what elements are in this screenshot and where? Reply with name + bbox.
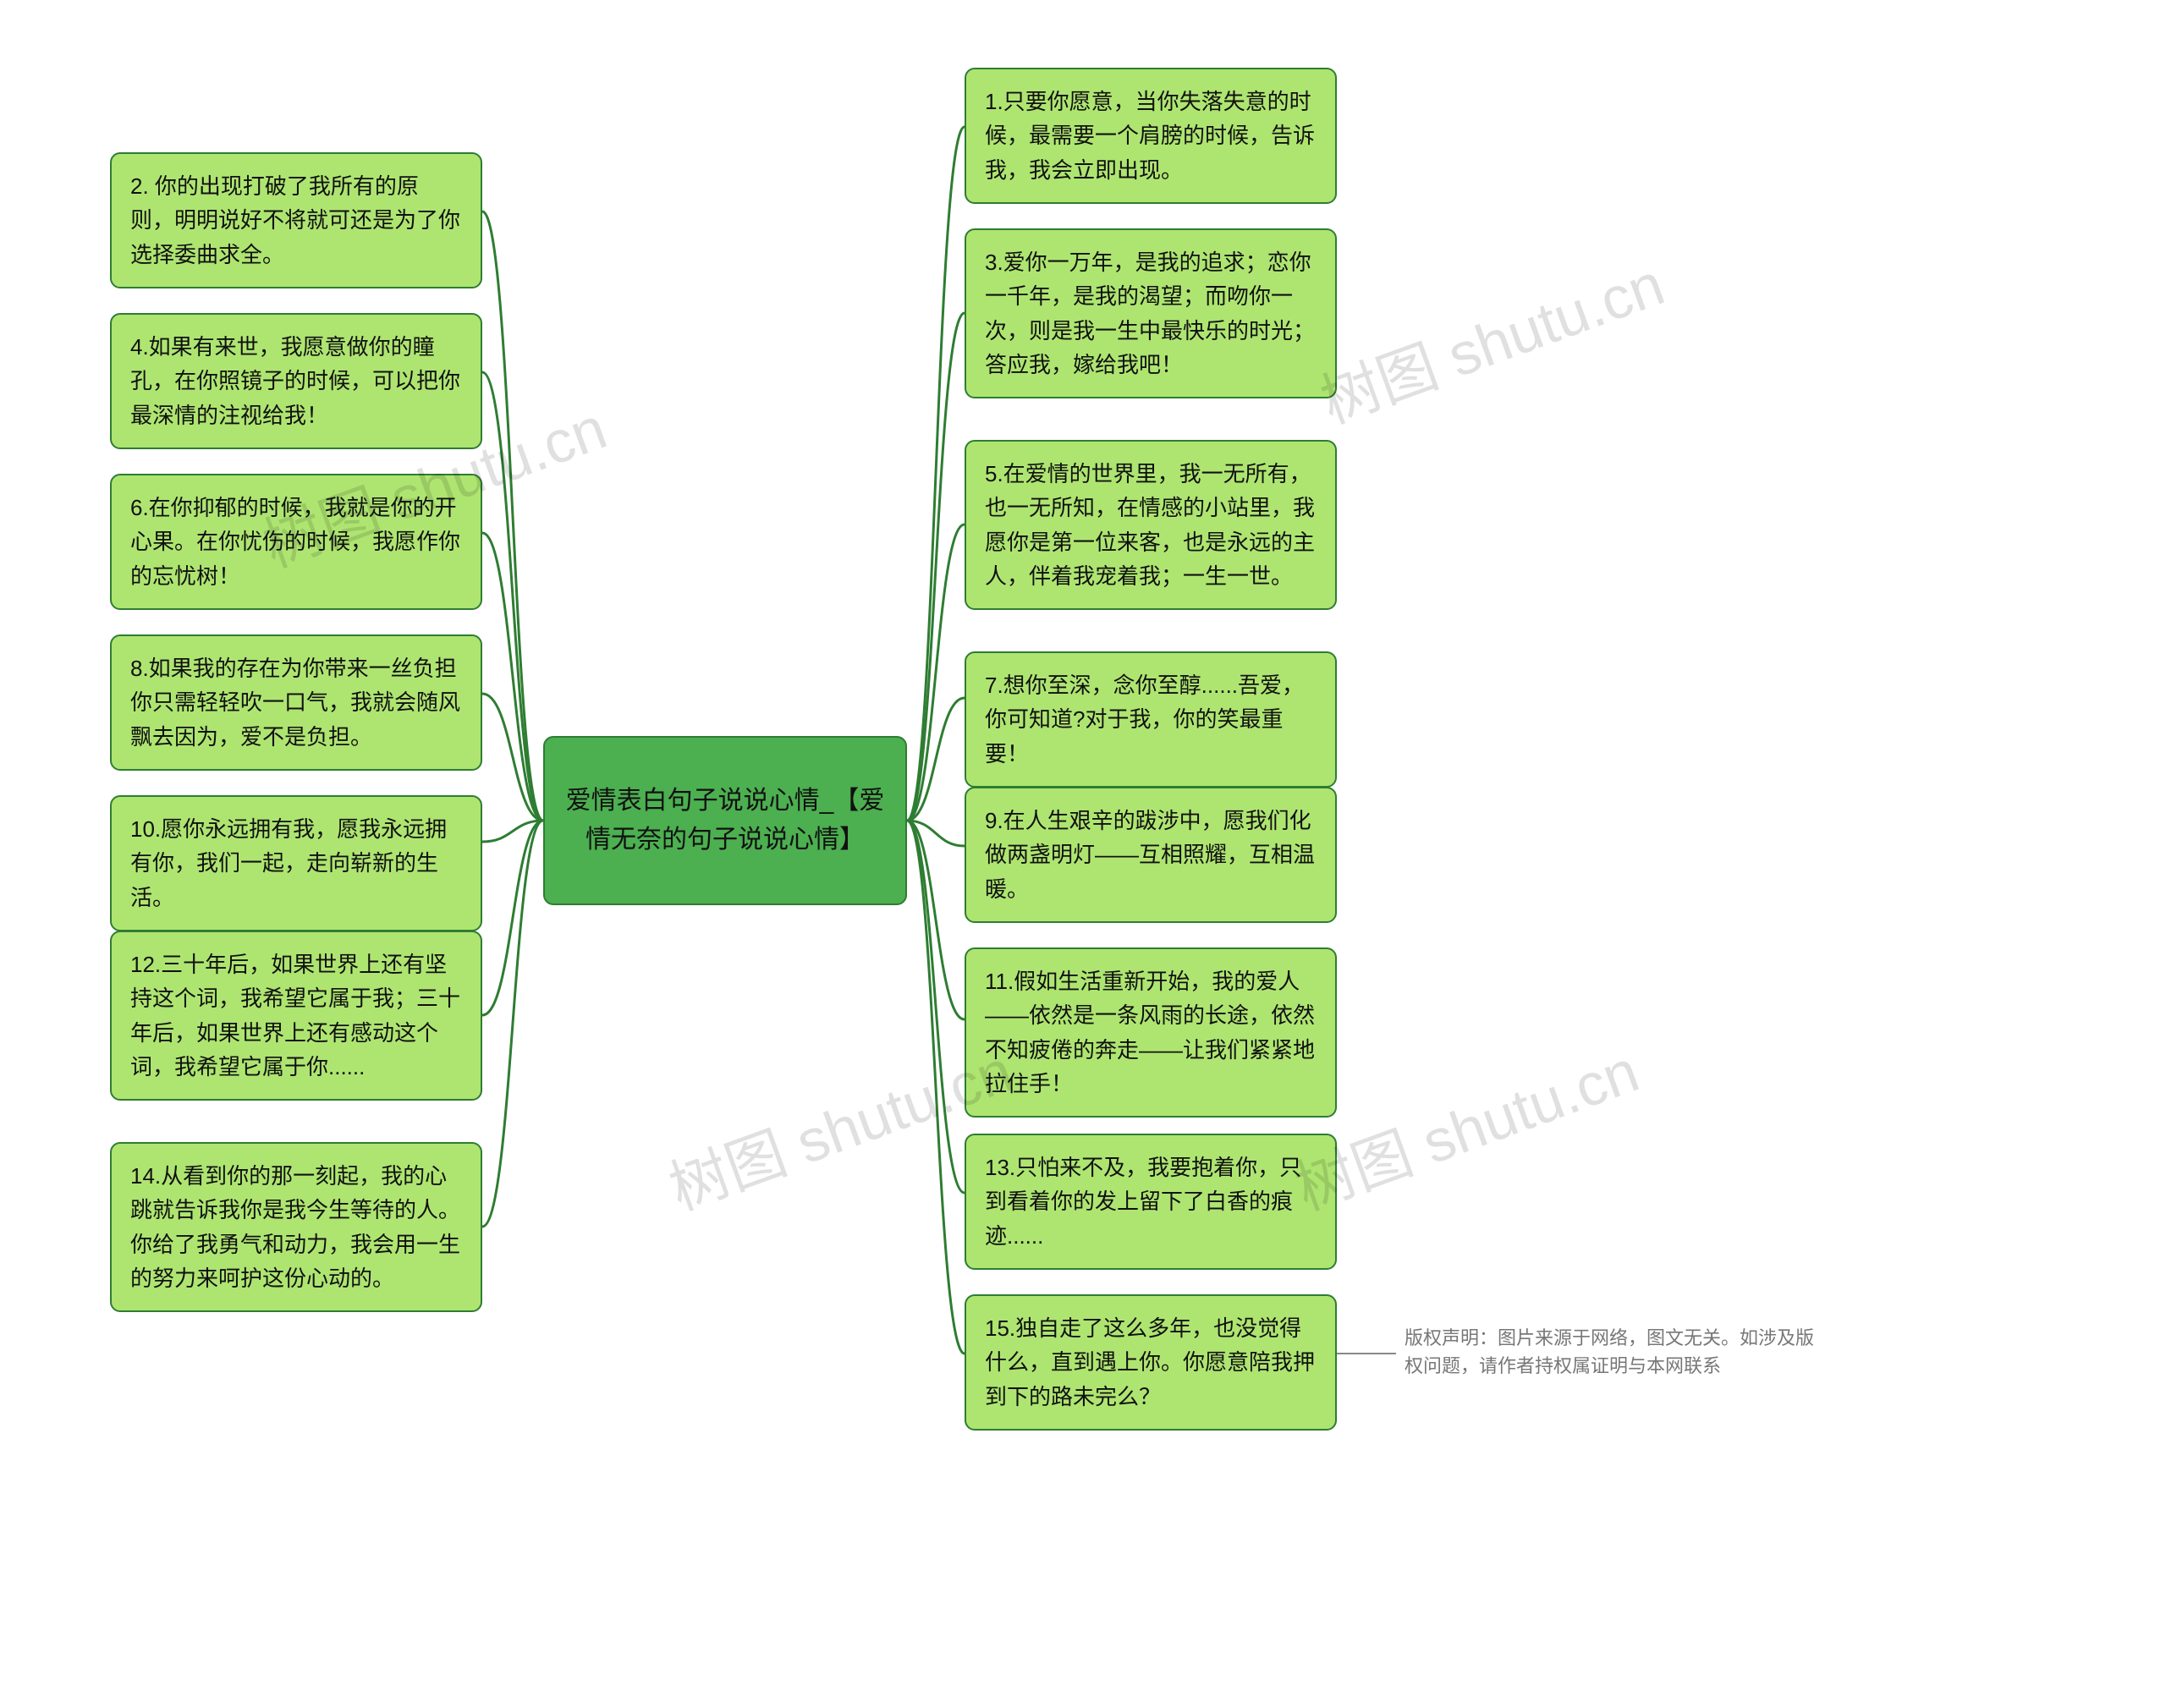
- mindmap-node-n3: 3.爱你一万年，是我的追求；恋你一千年，是我的渴望；而吻你一次，则是我一生中最快…: [965, 228, 1337, 398]
- copyright-note: 版权声明：图片来源于网络，图文无关。如涉及版权问题，请作者持权属证明与本网联系: [1405, 1324, 1828, 1380]
- mindmap-root: 爱情表白句子说说心情_【爱情无奈的句子说说心情】: [543, 736, 907, 905]
- mindmap-edge: [907, 698, 965, 821]
- mindmap-edge: [907, 821, 965, 846]
- mindmap-edge: [482, 211, 543, 821]
- mindmap-node-label: 10.愿你永远拥有我，愿我永远拥有你，我们一起，走向崭新的生活。: [130, 816, 447, 910]
- mindmap-node-label: 1.只要你愿意，当你失落失意的时候，最需要一个肩膀的时候，告诉我，我会立即出现。: [985, 89, 1315, 183]
- mindmap-edge: [907, 821, 965, 1193]
- mindmap-node-n13: 13.只怕来不及，我要抱着你，只到看着你的发上留下了白香的痕迹......: [965, 1134, 1337, 1270]
- mindmap-node-n9: 9.在人生艰辛的跋涉中，愿我们化做两盏明灯——互相照耀，互相温暖。: [965, 787, 1337, 923]
- mindmap-node-n5: 5.在爱情的世界里，我一无所有，也一无所知，在情感的小站里，我愿你是第一位来客，…: [965, 440, 1337, 610]
- mindmap-edge: [482, 694, 543, 821]
- mindmap-node-n6: 6.在你抑郁的时候，我就是你的开心果。在你忧伤的时候，我愿作你的忘忧树！: [110, 474, 482, 610]
- mindmap-node-label: 14.从看到你的那一刻起，我的心跳就告诉我你是我今生等待的人。你给了我勇气和动力…: [130, 1163, 460, 1291]
- mindmap-node-label: 9.在人生艰辛的跋涉中，愿我们化做两盏明灯——互相照耀，互相温暖。: [985, 808, 1315, 902]
- mindmap-edge: [907, 821, 965, 1354]
- mindmap-node-label: 4.如果有来世，我愿意做你的瞳孔，在你照镜子的时候，可以把你最深情的注视给我！: [130, 334, 460, 428]
- mindmap-edge: [907, 821, 965, 1019]
- mindmap-node-n12: 12.三十年后，如果世界上还有坚持这个词，我希望它属于我；三十年后，如果世界上还…: [110, 931, 482, 1101]
- mindmap-node-n11: 11.假如生活重新开始，我的爱人——依然是一条风雨的长途，依然不知疲倦的奔走——…: [965, 947, 1337, 1118]
- mindmap-edge: [482, 821, 543, 1227]
- watermark: 树图 shutu.cn: [1308, 238, 1674, 441]
- mindmap-node-n2: 2. 你的出现打破了我所有的原则，明明说好不将就可还是为了你选择委曲求全。: [110, 152, 482, 288]
- mindmap-node-n10: 10.愿你永远拥有我，愿我永远拥有你，我们一起，走向崭新的生活。: [110, 795, 482, 931]
- mindmap-node-label: 7.想你至深，念你至醇......吾爱，你可知道?对于我，你的笑最重要！: [985, 673, 1304, 766]
- mindmap-node-label: 3.爱你一万年，是我的追求；恋你一千年，是我的渴望；而吻你一次，则是我一生中最快…: [985, 250, 1315, 377]
- mindmap-node-label: 8.如果我的存在为你带来一丝负担你只需轻轻吹一口气，我就会随风飘去因为，爱不是负…: [130, 656, 460, 750]
- mindmap-node-label: 11.假如生活重新开始，我的爱人——依然是一条风雨的长途，依然不知疲倦的奔走——…: [985, 969, 1315, 1096]
- mindmap-edge: [482, 821, 543, 842]
- mindmap-node-label: 5.在爱情的世界里，我一无所有，也一无所知，在情感的小站里，我愿你是第一位来客，…: [985, 461, 1315, 589]
- mindmap-node-label: 6.在你抑郁的时候，我就是你的开心果。在你忧伤的时候，我愿作你的忘忧树！: [130, 495, 460, 589]
- mindmap-node-n15: 15.独自走了这么多年，也没觉得什么，直到遇上你。你愿意陪我押到下的路未完么？: [965, 1294, 1337, 1431]
- watermark: 树图 shutu.cn: [1283, 1024, 1649, 1227]
- mindmap-node-label: 2. 你的出现打破了我所有的原则，明明说好不将就可还是为了你选择委曲求全。: [130, 173, 460, 267]
- mindmap-edge: [907, 524, 965, 821]
- mindmap-edge: [482, 821, 543, 1015]
- mindmap-node-n7: 7.想你至深，念你至醇......吾爱，你可知道?对于我，你的笑最重要！: [965, 651, 1337, 788]
- mindmap-node-n14: 14.从看到你的那一刻起，我的心跳就告诉我你是我今生等待的人。你给了我勇气和动力…: [110, 1142, 482, 1312]
- mindmap-node-label: 12.三十年后，如果世界上还有坚持这个词，我希望它属于我；三十年后，如果世界上还…: [130, 952, 460, 1079]
- copyright-text: 版权声明：图片来源于网络，图文无关。如涉及版权问题，请作者持权属证明与本网联系: [1405, 1327, 1814, 1376]
- mindmap-edge: [907, 127, 965, 821]
- mindmap-node-label: 15.独自走了这么多年，也没觉得什么，直到遇上你。你愿意陪我押到下的路未完么？: [985, 1315, 1315, 1409]
- mindmap-edge: [482, 372, 543, 821]
- mindmap-node-n8: 8.如果我的存在为你带来一丝负担你只需轻轻吹一口气，我就会随风飘去因为，爱不是负…: [110, 634, 482, 771]
- mindmap-node-label: 13.只怕来不及，我要抱着你，只到看着你的发上留下了白香的痕迹......: [985, 1155, 1301, 1249]
- mindmap-edge: [482, 533, 543, 821]
- mindmap-node-n4: 4.如果有来世，我愿意做你的瞳孔，在你照镜子的时候，可以把你最深情的注视给我！: [110, 313, 482, 449]
- mindmap-node-n1: 1.只要你愿意，当你失落失意的时候，最需要一个肩膀的时候，告诉我，我会立即出现。: [965, 68, 1337, 204]
- root-label: 爱情表白句子说说心情_【爱情无奈的句子说说心情】: [563, 782, 887, 860]
- mindmap-edge: [907, 313, 965, 821]
